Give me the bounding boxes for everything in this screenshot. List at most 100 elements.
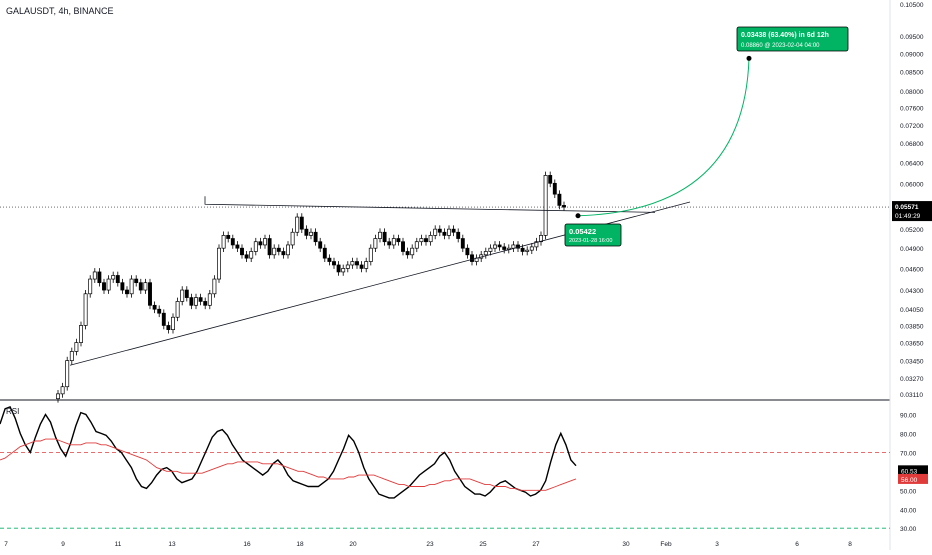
x-tick-label: 23 <box>426 541 434 548</box>
x-tick-label: 18 <box>296 541 304 548</box>
candle-body <box>207 293 212 306</box>
candle-body <box>203 301 208 306</box>
candle-body <box>345 264 350 269</box>
price-tick-label: 0.07200 <box>900 123 924 130</box>
candle-body <box>166 325 171 331</box>
price-tick-label: 0.09000 <box>900 51 924 58</box>
candle-body <box>359 264 364 269</box>
candle-body <box>102 282 106 291</box>
candle-body <box>148 282 152 306</box>
candle-body <box>562 205 566 208</box>
rsi-ma-line <box>0 438 577 491</box>
candle-body <box>355 261 359 266</box>
candle-body <box>249 251 254 259</box>
price-tick-label: 0.03270 <box>900 376 924 383</box>
candle-body <box>548 175 553 184</box>
resistance-line <box>204 196 656 213</box>
candle-body <box>497 244 502 248</box>
candle-body <box>373 238 378 249</box>
x-tick-label: 8 <box>848 541 852 548</box>
x-tick-label: 30 <box>622 541 630 548</box>
candle-body <box>350 261 355 266</box>
candle-body <box>442 231 447 236</box>
rsi-tick-label: 30.00 <box>900 526 917 533</box>
candle-body <box>125 289 129 295</box>
rsi-ma-label: 56.00 <box>901 477 918 484</box>
rsi-line <box>0 406 577 499</box>
x-tick-label: 27 <box>532 541 540 548</box>
candle-body <box>470 254 474 262</box>
price-tick-label: 0.08500 <box>900 70 924 77</box>
candle-body <box>134 278 139 284</box>
target-callout-line1: 0.03438 (63.40%) in 6d 12h <box>741 32 829 39</box>
candle-body <box>143 282 148 291</box>
candle-body <box>217 247 221 280</box>
candle-body <box>387 241 392 246</box>
candle-body <box>488 247 493 252</box>
x-tick-label: 25 <box>479 541 487 548</box>
candle-body <box>235 244 240 249</box>
candle-body <box>97 271 102 284</box>
candle-body <box>111 275 116 280</box>
candle-body <box>543 175 548 236</box>
candle-body <box>525 249 530 252</box>
price-tick-label: 0.04300 <box>900 288 924 295</box>
price-tick-label: 0.08000 <box>900 89 924 96</box>
x-tick-label: 20 <box>349 541 357 548</box>
candle-body <box>152 304 157 310</box>
candle-body <box>267 238 272 256</box>
candle-body <box>115 275 120 284</box>
x-tick-label: 13 <box>168 541 176 548</box>
candle-body <box>405 251 410 256</box>
candle-body <box>92 271 97 280</box>
candle-body <box>465 247 470 256</box>
candle-body <box>483 251 488 256</box>
x-tick-label: 7 <box>4 541 8 548</box>
candle-body <box>60 386 65 395</box>
rsi-tick-label: 40.00 <box>900 507 917 514</box>
candle-body <box>244 254 249 259</box>
rsi-ma-badge <box>898 473 928 484</box>
candle-body <box>263 238 267 246</box>
price-tick-label: 0.03850 <box>900 323 924 330</box>
price-tick-label: 0.03110 <box>900 392 923 399</box>
symbol-title: GALAUSDT, 4h, BINANCE <box>6 6 114 16</box>
price-tick-label: 0.04600 <box>900 266 924 273</box>
candle-body <box>414 241 419 249</box>
candle-body <box>221 235 226 249</box>
rsi-tick-label: 80.00 <box>900 431 917 438</box>
candle-body <box>276 247 281 252</box>
x-tick-label: 16 <box>243 541 251 548</box>
candle-body <box>253 241 258 252</box>
candle-body <box>161 312 166 326</box>
candle-body <box>511 244 516 249</box>
rsi-label: RSI <box>6 407 20 416</box>
candle-body <box>456 231 461 239</box>
candle-body <box>65 360 70 388</box>
candle-body <box>83 293 88 326</box>
candle-body <box>336 264 341 273</box>
candle-body <box>74 342 79 352</box>
candle-body <box>212 278 217 295</box>
candle-body <box>309 231 313 236</box>
candle-body <box>88 278 93 295</box>
candle-body <box>56 393 60 400</box>
candle-body <box>272 247 277 256</box>
candle-body <box>304 228 309 236</box>
candle-body <box>290 231 295 246</box>
candle-body <box>184 289 189 298</box>
candle-body <box>79 325 83 343</box>
candle-body <box>419 238 424 243</box>
price-tick-label: 0.06000 <box>900 181 924 188</box>
candle-body <box>189 297 194 306</box>
candle-body <box>258 241 263 246</box>
entry-callout-line2: 2023-01-28 16:00 <box>569 238 612 244</box>
price-tick-label: 0.04900 <box>900 246 924 253</box>
rsi-tick-label: 50.00 <box>900 488 917 495</box>
candle-body <box>433 228 438 236</box>
candle-body <box>378 231 382 239</box>
candle-body <box>313 231 318 243</box>
candle-body <box>106 278 111 291</box>
